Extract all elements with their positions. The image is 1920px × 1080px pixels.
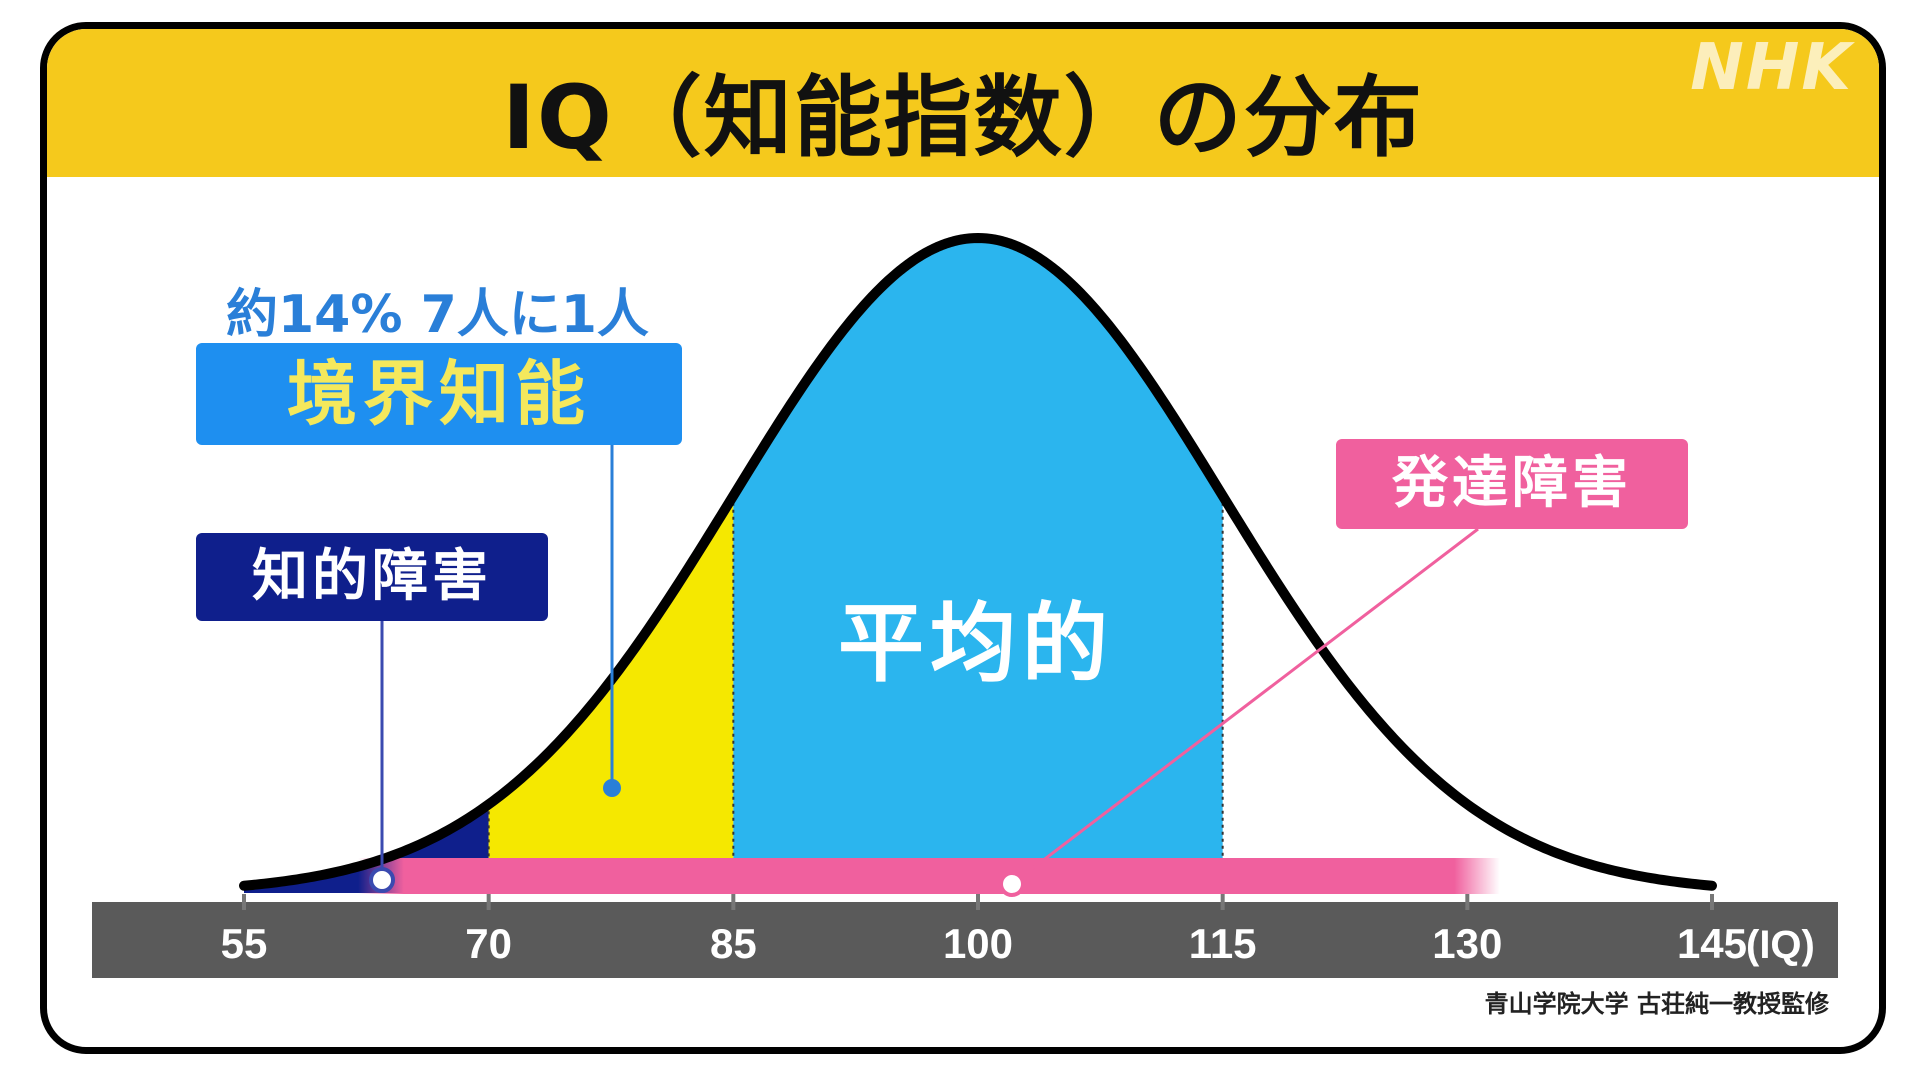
developmental-connector-dot <box>999 871 1025 897</box>
x-tick-label-4: 115 <box>1189 920 1257 967</box>
x-tick-label-6: 145 <box>1677 920 1747 967</box>
borderline-connector-dot <box>603 779 621 797</box>
x-tick-label-0: 55 <box>221 920 268 967</box>
developmental-disorder-label: 発達障害 <box>1336 439 1688 529</box>
borderline-intelligence-label: 境界知能 <box>196 343 682 445</box>
title-banner: IQ（知能指数）の分布 NHK <box>47 29 1879 177</box>
chart-title: IQ（知能指数）の分布 <box>502 66 1424 169</box>
x-axis-bar <box>92 902 1838 978</box>
x-tick-label-5: 130 <box>1432 920 1502 967</box>
developmental-connector-line <box>1011 527 1479 886</box>
developmental-disorder-band <box>358 858 1500 894</box>
x-axis-unit: (IQ) <box>1746 923 1815 967</box>
intellectual-connector-dot <box>369 867 395 893</box>
region-2 <box>733 238 1223 893</box>
credit-text: 青山学院大学 古荘純一教授監修 <box>1484 990 1829 1018</box>
nhk-logo: NHK <box>1690 31 1853 105</box>
average-label: 平均的 <box>838 594 1114 694</box>
x-tick-label-3: 100 <box>943 920 1013 967</box>
borderline-percentage-label: 約14% 7人に1人 <box>226 285 649 345</box>
distribution-curve <box>239 233 1717 891</box>
x-tick-label-2: 85 <box>710 920 757 967</box>
x-tick-label-1: 70 <box>465 920 512 967</box>
intellectual-disability-label: 知的障害 <box>196 533 548 621</box>
